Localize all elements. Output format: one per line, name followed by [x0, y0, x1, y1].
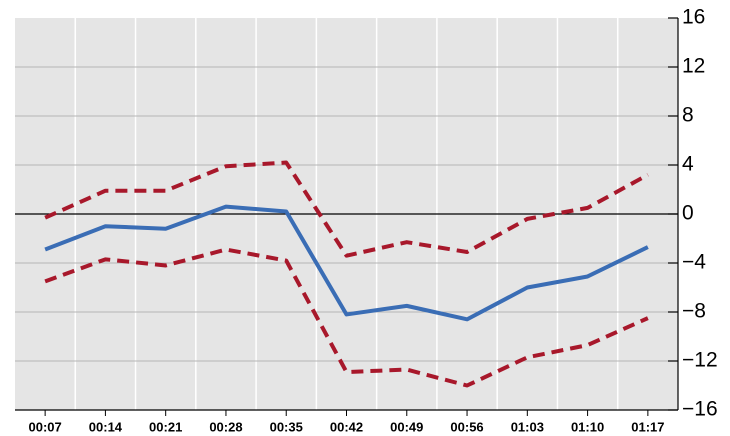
x-tick-label: 00:49 — [390, 419, 423, 434]
x-tick-label: 00:14 — [89, 419, 123, 434]
x-tick-label: 00:28 — [209, 419, 242, 434]
x-tick-label: 01:17 — [631, 419, 664, 434]
x-tick-label: 00:42 — [330, 419, 363, 434]
x-tick-label: 01:03 — [511, 419, 544, 434]
y-tick-label: −16 — [682, 398, 718, 421]
x-tick-label: 00:35 — [270, 419, 303, 434]
y-tick-label: 8 — [682, 104, 694, 127]
x-tick-label: 01:10 — [571, 419, 604, 434]
y-tick-label: −4 — [682, 251, 706, 274]
y-tick-label: −8 — [682, 300, 706, 323]
y-tick-label: 0 — [682, 202, 694, 225]
series-line — [44, 204, 649, 322]
series-line — [44, 247, 649, 388]
y-tick-label: 12 — [682, 55, 705, 78]
y-tick-label: −12 — [682, 349, 718, 372]
x-tick-label: 00:07 — [29, 419, 62, 434]
x-tick-label: 00:21 — [149, 419, 182, 434]
series-line — [44, 160, 649, 258]
y-tick-label: 4 — [682, 153, 694, 176]
x-tick-label: 00:56 — [450, 419, 483, 434]
y-tick-label: 16 — [682, 6, 705, 29]
